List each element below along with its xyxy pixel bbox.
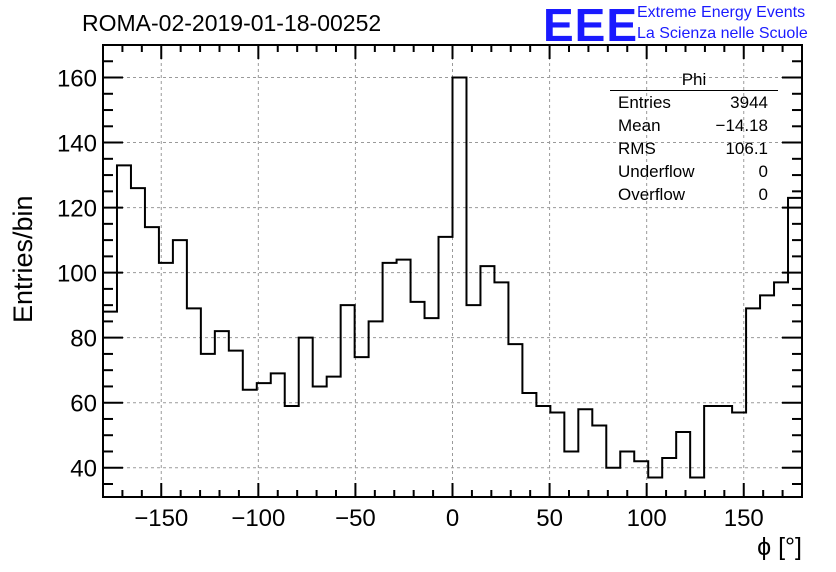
stats-value: 0 — [758, 162, 768, 181]
logo-line-1: Extreme Energy Events — [637, 4, 806, 21]
stats-box: Phi Entries 3944 Mean −14.18 RMS 106.1 Underfl… — [610, 70, 778, 206]
stats-value: 0 — [758, 185, 768, 204]
y-tick-label: 120 — [57, 196, 97, 223]
stats-row: RMS 106.1 — [610, 137, 778, 160]
stats-label: Mean — [618, 116, 661, 135]
logo-line-2: La Scienza nelle Scuole — [637, 25, 808, 42]
stats-value: 106.1 — [725, 139, 768, 158]
y-tick-label: 60 — [70, 391, 97, 418]
y-tick-label: 160 — [57, 66, 97, 93]
stats-row: Entries 3944 — [610, 91, 778, 114]
x-tick-label: 100 — [627, 505, 667, 532]
stats-row: Mean −14.18 — [610, 114, 778, 137]
y-tick-label: 140 — [57, 131, 97, 158]
y-axis-label-wrap: Entries/bin — [8, 183, 38, 323]
y-tick-label: 80 — [70, 326, 97, 353]
stats-row: Underflow 0 — [610, 160, 778, 183]
x-tick-label: 0 — [446, 505, 459, 532]
stats-row: Overflow 0 — [610, 183, 778, 206]
y-tick-label: 40 — [70, 456, 97, 483]
x-tick-label: −150 — [134, 505, 188, 532]
y-tick-label: 100 — [57, 261, 97, 288]
stats-title: Phi — [610, 70, 778, 91]
x-tick-label: 50 — [536, 505, 563, 532]
stats-label: Underflow — [618, 162, 695, 181]
plot-frame — [102, 44, 803, 498]
stats-value: −14.18 — [715, 116, 768, 135]
stats-label: Entries — [618, 93, 671, 112]
histogram-series — [102, 76, 802, 497]
x-tick-label: −100 — [231, 505, 285, 532]
y-axis-label: Entries/bin — [8, 195, 38, 323]
eee-logo: EEE — [543, 0, 639, 51]
stats-label: RMS — [618, 139, 656, 158]
stats-value: 3944 — [730, 93, 768, 112]
x-tick-label: 150 — [724, 505, 764, 532]
x-axis-label: ϕ [°] — [757, 533, 802, 561]
stats-label: Overflow — [618, 185, 686, 204]
chart-title: ROMA-02-2019-01-18-00252 — [82, 10, 382, 36]
x-tick-label: −50 — [335, 505, 376, 532]
tick-labels: −150 −100 −50 0 50 100 150 40 60 80 100 120 140 160 — [57, 66, 764, 532]
